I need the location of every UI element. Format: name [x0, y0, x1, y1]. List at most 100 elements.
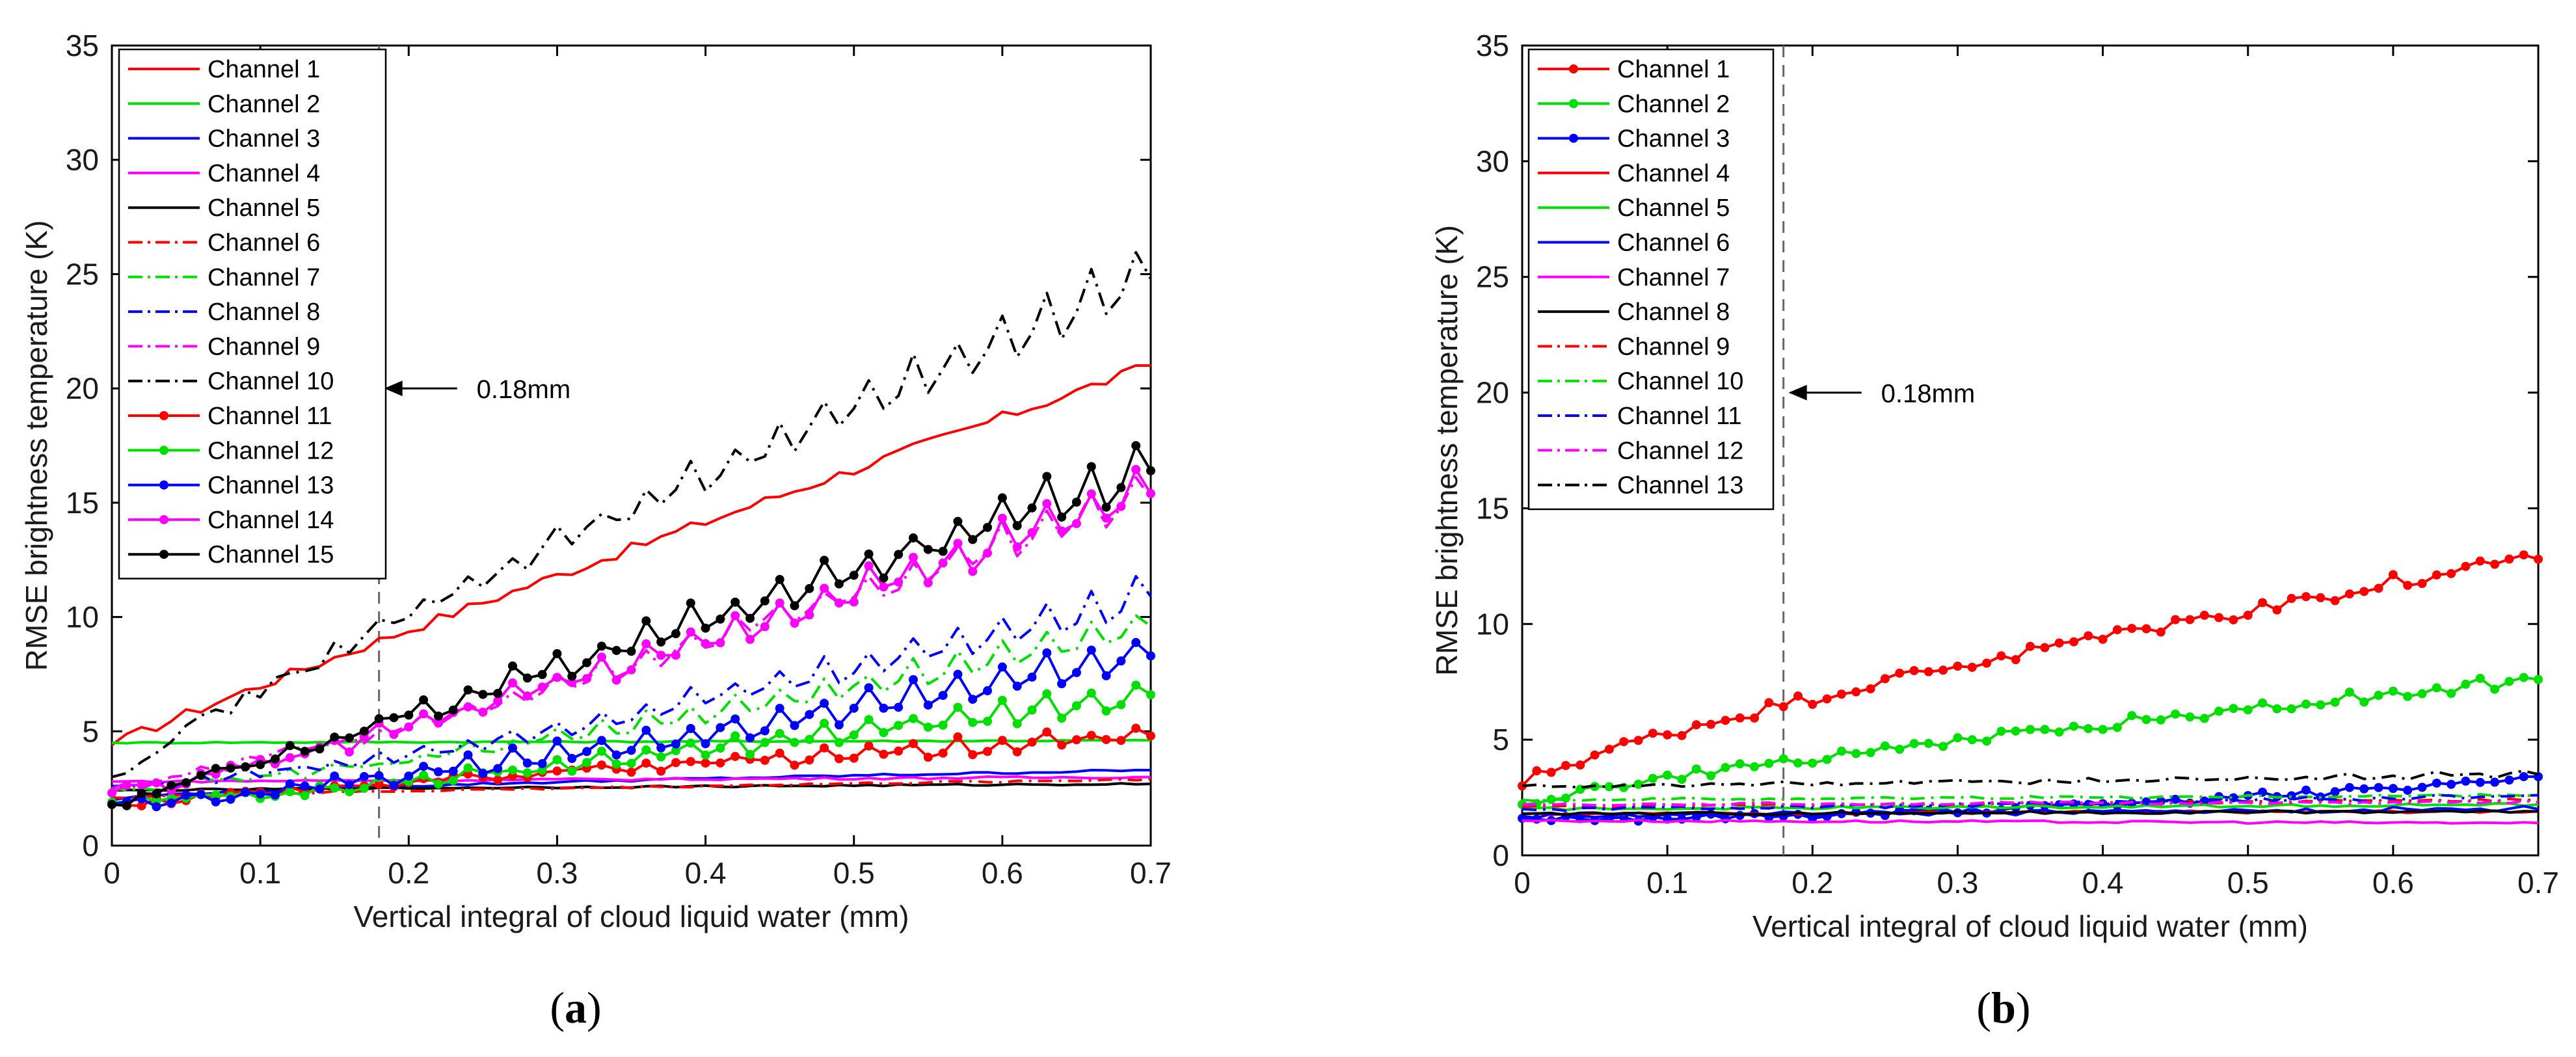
data-point: [731, 751, 740, 761]
data-point: [152, 802, 161, 812]
data-point: [330, 783, 340, 793]
data-point: [1866, 684, 1875, 693]
data-point: [241, 788, 250, 797]
data-point: [2359, 587, 2369, 596]
data-point: [1648, 729, 1657, 738]
x-tick-label: 0: [103, 856, 120, 890]
data-point: [1027, 705, 1037, 715]
data-point: [1735, 713, 1745, 723]
data-point: [2011, 726, 2020, 736]
annotation-arrow-head: [384, 381, 403, 397]
data-point: [478, 707, 488, 717]
legend-marker: [159, 515, 168, 524]
data-point: [582, 674, 592, 684]
y-tick-label: 10: [1476, 607, 1509, 641]
data-point: [1691, 764, 1701, 774]
data-point: [834, 579, 844, 589]
x-tick-label: 0.3: [536, 856, 578, 890]
data-point: [1146, 731, 1155, 741]
data-point: [1996, 727, 2006, 736]
data-point: [1808, 699, 1818, 709]
data-point: [1851, 687, 1861, 697]
data-point: [522, 758, 532, 768]
data-point: [196, 771, 206, 781]
data-point: [2069, 721, 2078, 731]
data-point: [2388, 784, 2398, 794]
data-point: [1619, 737, 1629, 747]
legend-entry: Channel 5: [208, 194, 320, 222]
data-point: [1071, 701, 1081, 710]
data-point: [938, 546, 948, 556]
data-point: [1116, 483, 1126, 492]
panel-b: 0 5 10 15 20 25 30 35 0 0.1 0.2 0.3 0.4 0.5 0.6 0.7 Vert…: [1430, 29, 2559, 1032]
data-point: [2432, 570, 2441, 580]
data-point: [2475, 556, 2485, 566]
data-point: [834, 720, 844, 730]
data-point: [1836, 746, 1846, 756]
data-point: [641, 639, 651, 649]
data-point: [671, 629, 680, 639]
data-point: [389, 713, 399, 723]
data-point: [181, 778, 191, 788]
data-point: [122, 781, 131, 790]
data-point: [908, 675, 918, 684]
data-point: [522, 673, 532, 683]
data-point: [137, 801, 146, 810]
data-point: [2344, 589, 2354, 599]
y-tick-label: 20: [1476, 376, 1509, 410]
data-point: [775, 598, 785, 608]
data-point: [419, 695, 429, 705]
data-point: [1561, 760, 1570, 770]
data-point: [790, 760, 799, 770]
data-point: [507, 765, 517, 775]
x-tick-label: 0.5: [833, 856, 875, 890]
data-point: [567, 678, 577, 688]
data-point: [1895, 744, 1905, 754]
data-point: [1866, 748, 1875, 758]
data-point: [389, 781, 399, 790]
data-point: [1967, 662, 1977, 672]
legend-entry: Channel 11: [208, 403, 332, 430]
data-point: [597, 641, 606, 651]
data-point: [656, 752, 666, 762]
data-point: [211, 790, 221, 800]
y-tick-label: 15: [66, 486, 99, 520]
data-point: [1895, 668, 1905, 678]
data-point: [641, 758, 651, 768]
data-point: [152, 789, 161, 799]
legend-entry: Channel 13: [208, 472, 334, 500]
data-point: [2417, 783, 2427, 792]
y-tick-label: 10: [66, 600, 99, 634]
data-point: [256, 760, 265, 769]
data-point: [656, 743, 666, 753]
data-point: [2359, 784, 2369, 794]
data-point: [433, 718, 443, 728]
data-point: [552, 736, 562, 746]
data-point: [1057, 714, 1067, 723]
data-point: [2301, 699, 2311, 709]
data-point: [1967, 735, 1977, 745]
data-point: [701, 639, 710, 649]
panel-a: 0 5 10 15 20 25 30 35 0 0.1 0.2 0.3 0.4 0.5 0.6 0.7 Vert…: [20, 29, 1172, 1032]
data-point: [805, 610, 814, 620]
legend-entry: Channel 7: [1617, 264, 1730, 291]
data-point: [641, 725, 651, 735]
series-line-channel-4: [111, 775, 1151, 784]
data-point: [1953, 733, 1963, 743]
data-point: [552, 649, 562, 658]
data-point: [879, 582, 889, 592]
data-point: [1924, 667, 1933, 676]
data-point: [1071, 735, 1081, 745]
data-point: [894, 550, 904, 559]
data-point: [1778, 702, 1788, 712]
data-point: [567, 766, 577, 776]
data-point: [997, 662, 1007, 672]
data-point: [567, 671, 577, 681]
legend-entry: Channel 8: [1617, 299, 1730, 326]
data-point: [849, 597, 859, 607]
data-point: [1691, 720, 1701, 730]
legend-entry: Channel 6: [1617, 230, 1730, 257]
data-point: [983, 686, 993, 695]
data-point: [419, 770, 429, 780]
data-point: [537, 682, 547, 692]
